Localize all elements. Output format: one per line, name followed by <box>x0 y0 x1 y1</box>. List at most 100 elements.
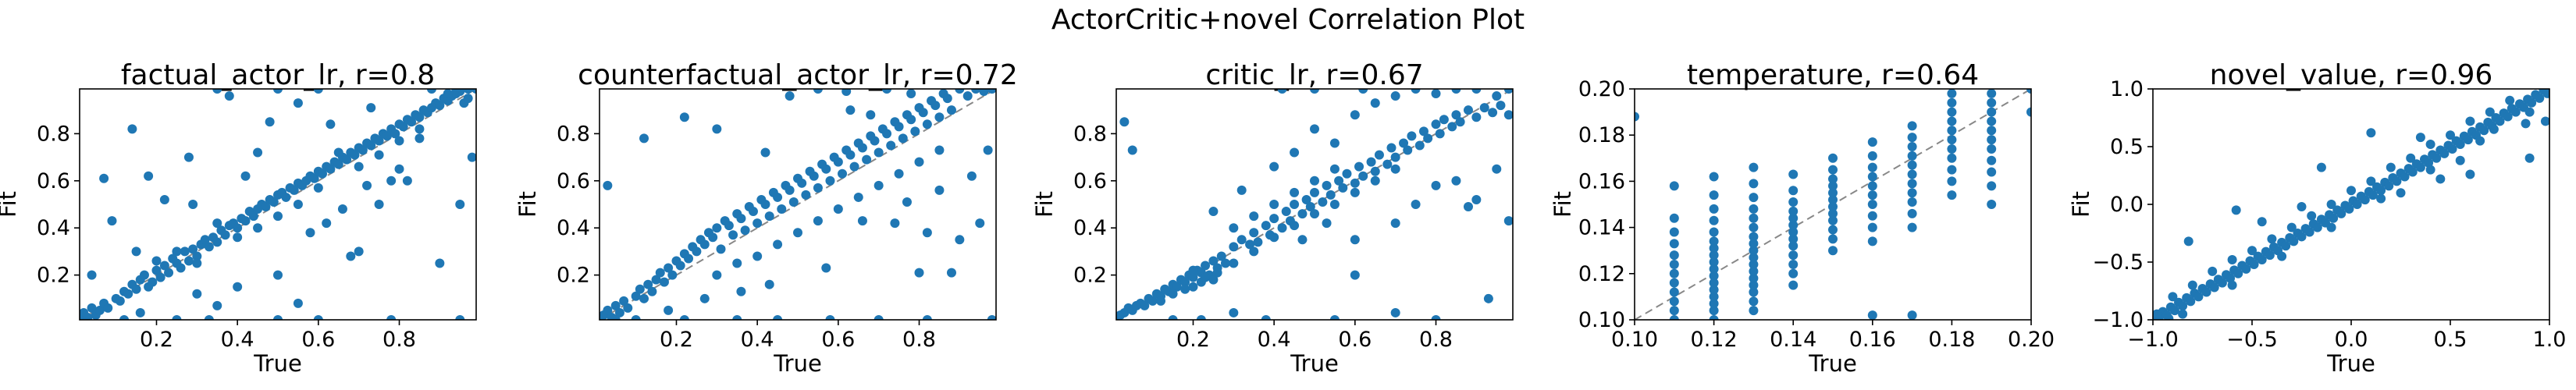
x-axis-label: True <box>253 350 302 377</box>
scatter-point <box>1788 213 1799 223</box>
scatter-point <box>1749 193 1759 203</box>
scatter-point <box>159 194 169 204</box>
scatter-point <box>962 91 973 101</box>
scatter-points <box>2153 89 2549 320</box>
scatter-point <box>1390 152 1400 162</box>
scatter-point <box>614 307 624 317</box>
scatter-point <box>354 246 364 257</box>
scatter-point <box>148 277 158 287</box>
scatter-point <box>1329 164 1340 174</box>
scatter-point <box>1709 285 1719 295</box>
scatter-point <box>692 246 702 257</box>
scatter-point <box>2366 128 2376 138</box>
scatter-point <box>987 315 996 320</box>
scatter-point <box>1305 202 1315 212</box>
scatter-point <box>204 315 214 320</box>
scatter-point <box>455 315 465 320</box>
scatter-point <box>192 289 202 299</box>
y-tick-label: 0.8 <box>557 122 590 146</box>
scatter-point <box>2169 306 2179 316</box>
scatter-point <box>1867 222 1877 232</box>
scatter-point <box>1277 89 1287 94</box>
scatter-point <box>212 300 222 310</box>
scatter-point <box>2304 227 2314 237</box>
scatter-point <box>233 223 243 233</box>
scatter-point <box>80 315 84 320</box>
scatter-point <box>1116 315 1121 320</box>
scatter-point <box>233 232 243 243</box>
subplot-title: counterfactual_actor_lr, r=0.72 <box>578 59 1018 91</box>
scatter-point <box>135 307 145 317</box>
scatter-point <box>849 161 859 172</box>
scatter-point <box>1828 201 1838 211</box>
scatter-point <box>1907 142 1917 151</box>
scatter-point <box>155 272 165 282</box>
scatter-point <box>1907 188 1917 198</box>
scatter-point <box>435 101 445 111</box>
scatter-point <box>2366 176 2376 186</box>
scatter-point <box>398 122 408 132</box>
x-tick-label: 0.6 <box>821 328 855 352</box>
scatter-point <box>946 268 956 278</box>
scatter-point <box>1788 220 1799 230</box>
scatter-point <box>293 98 303 108</box>
scatter-point <box>635 284 645 294</box>
scatter-point <box>813 183 823 193</box>
scatter-point <box>1669 268 1679 278</box>
scatter-point <box>1669 315 1679 320</box>
scatter-point <box>2447 144 2457 154</box>
scatter-point <box>1749 246 1759 256</box>
scatter-point <box>1329 138 1340 148</box>
scatter-point <box>443 89 453 99</box>
scatter-point <box>212 89 222 94</box>
subplot-5: novel_value, r=0.96 −1.0 −0.5 0.0 0.5 1.0 −1.0… <box>2068 59 2566 377</box>
scatter-point <box>183 256 194 266</box>
scatter-point <box>975 218 985 229</box>
scatter-point <box>934 145 945 155</box>
scatter-point <box>1867 310 1877 320</box>
scatter-point <box>2376 186 2386 196</box>
scatter-point <box>1310 209 1319 219</box>
scatter-point <box>906 115 916 125</box>
scatter-point <box>785 185 795 195</box>
scatter-point <box>2425 165 2435 175</box>
scatter-point <box>273 211 283 222</box>
scatter-point <box>1867 162 1877 172</box>
scatter-point <box>647 286 657 296</box>
scatter-point <box>2227 255 2237 265</box>
scatter-point <box>1947 144 1957 154</box>
scatter-point <box>99 173 109 183</box>
scatter-point <box>1635 112 1639 122</box>
scatter-point <box>1828 174 1838 184</box>
scatter-point <box>2326 222 2336 232</box>
y-tick-label: 0.6 <box>1073 169 1107 193</box>
scatter-point <box>1423 133 1433 144</box>
scatter-point <box>845 150 856 160</box>
scatter-point <box>882 89 892 94</box>
scatter-point <box>1249 211 1259 222</box>
scatter-point <box>253 147 263 158</box>
scatter-point <box>918 108 928 118</box>
x-tick-label: 0.4 <box>221 328 254 352</box>
scatter-point <box>358 145 368 155</box>
scatter-point <box>862 154 872 165</box>
scatter-point <box>2368 190 2378 200</box>
scatter-point <box>813 89 823 94</box>
scatter-point <box>914 157 924 167</box>
scatter-point <box>603 180 613 190</box>
scatter-point <box>131 246 141 257</box>
scatter-point <box>2286 222 2297 232</box>
scatter-point <box>2535 93 2545 103</box>
x-tick-label: 0.16 <box>1849 328 1896 352</box>
scatter-point <box>793 228 802 238</box>
scatter-point <box>2201 287 2211 297</box>
scatter-point <box>455 200 465 209</box>
scatter-point <box>1503 89 1513 94</box>
scatter-point <box>1370 176 1380 186</box>
scatter-point <box>813 216 823 226</box>
scatter-point <box>2217 278 2227 288</box>
scatter-point <box>212 218 222 229</box>
scatter-point <box>1947 89 1957 98</box>
scatter-point <box>139 270 149 280</box>
scatter-point <box>1709 271 1719 281</box>
